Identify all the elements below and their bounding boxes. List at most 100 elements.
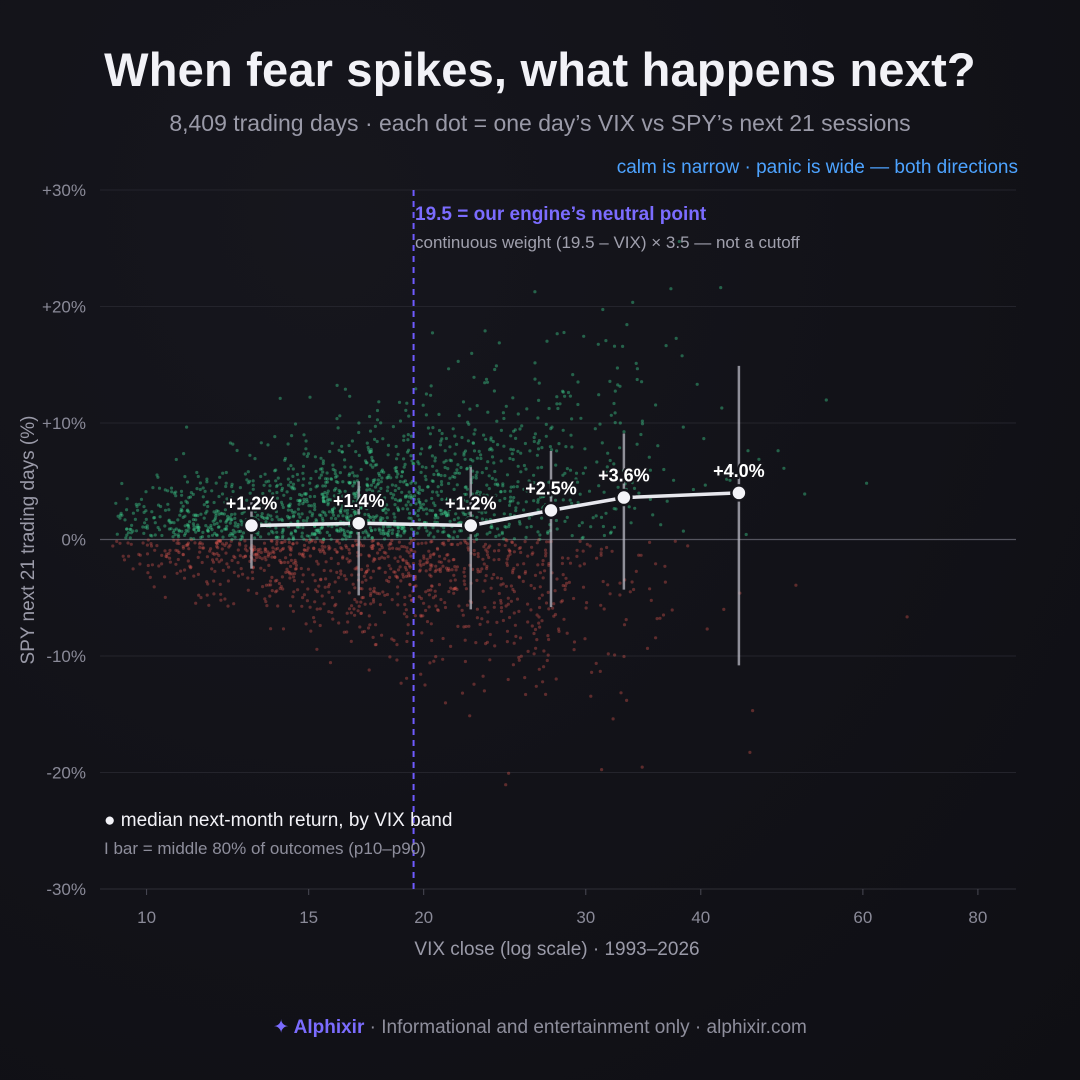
scatter-point <box>245 498 249 502</box>
scatter-point <box>446 568 450 572</box>
scatter-point <box>221 568 225 573</box>
scatter-point <box>570 445 574 449</box>
scatter-point <box>259 505 263 509</box>
scatter-point <box>353 567 357 571</box>
scatter-point <box>426 588 430 593</box>
scatter-point <box>129 531 133 535</box>
scatter-point <box>434 568 438 572</box>
scatter-point <box>360 630 365 634</box>
scatter-point <box>499 577 503 581</box>
scatter-point <box>536 498 540 502</box>
scatter-point <box>347 443 351 448</box>
scatter-point <box>532 439 536 444</box>
scatter-point <box>174 562 178 566</box>
scatter-point <box>512 590 517 594</box>
scatter-point <box>288 604 293 608</box>
scatter-point <box>302 543 307 548</box>
scatter-point <box>385 503 389 507</box>
scatter-point <box>409 481 413 485</box>
scatter-point <box>331 511 335 515</box>
scatter-point <box>448 445 452 449</box>
scatter-point <box>563 394 567 398</box>
scatter-point <box>262 541 267 545</box>
scatter-point <box>370 504 374 508</box>
scatter-point <box>494 493 498 497</box>
scatter-point <box>442 526 446 530</box>
scatter-point <box>575 554 579 559</box>
scatter-point <box>337 589 341 593</box>
scatter-point <box>280 536 285 540</box>
scatter-point <box>400 490 404 494</box>
scatter-point <box>343 489 347 493</box>
scatter-point <box>365 482 369 486</box>
scatter-point <box>496 483 500 487</box>
scatter-point <box>485 532 489 536</box>
scatter-point <box>493 482 497 486</box>
scatter-point <box>274 526 278 530</box>
scatter-point <box>501 484 505 488</box>
scatter-point <box>379 421 383 425</box>
scatter-point <box>125 533 129 537</box>
scatter-point <box>380 476 384 480</box>
scatter-point <box>430 479 434 483</box>
scatter-point <box>390 637 394 641</box>
scatter-point <box>632 486 637 490</box>
scatter-point <box>259 550 263 555</box>
scatter-point <box>301 483 305 487</box>
scatter-point <box>419 470 423 474</box>
scatter-point <box>452 487 456 491</box>
scatter-point <box>262 516 266 521</box>
scatter-point <box>287 503 291 507</box>
scatter-point <box>207 534 211 538</box>
scatter-point <box>182 533 187 538</box>
scatter-point <box>563 587 567 592</box>
scatter-point <box>252 496 256 500</box>
scatter-point <box>267 563 271 568</box>
scatter-point <box>243 472 247 476</box>
scatter-point <box>286 560 290 565</box>
scatter-point <box>219 598 223 602</box>
scatter-point <box>703 483 707 487</box>
scatter-point <box>502 444 506 448</box>
scatter-point <box>433 503 437 508</box>
scatter-point <box>523 570 528 574</box>
scatter-point <box>199 535 203 540</box>
scatter-point <box>275 535 279 539</box>
scatter-point <box>627 505 631 509</box>
scatter-point <box>179 507 183 511</box>
scatter-point <box>493 469 497 474</box>
scatter-point <box>354 450 358 454</box>
scatter-point <box>308 554 312 558</box>
scatter-point <box>215 509 219 513</box>
scatter-point <box>394 484 398 488</box>
scatter-point <box>126 531 130 535</box>
scatter-point <box>327 497 331 501</box>
scatter-point <box>414 481 418 485</box>
scatter-point <box>183 531 188 536</box>
scatter-point <box>452 591 456 595</box>
scatter-point <box>404 568 408 572</box>
scatter-point <box>368 487 372 492</box>
scatter-point <box>142 505 146 509</box>
scatter-point <box>181 546 185 550</box>
scatter-point <box>281 627 286 631</box>
scatter-point <box>189 566 193 570</box>
brand-link[interactable]: ✦ Alphixir <box>273 1017 365 1038</box>
scatter-point <box>476 567 480 572</box>
scatter-point <box>454 568 458 572</box>
scatter-point <box>464 485 468 489</box>
scatter-point <box>416 514 420 518</box>
scatter-point <box>215 521 219 526</box>
scatter-point <box>403 565 407 570</box>
scatter-point <box>393 497 397 502</box>
scatter-point <box>318 467 323 471</box>
scatter-point <box>449 459 453 463</box>
scatter-point <box>191 518 196 522</box>
scatter-point <box>444 459 448 463</box>
scatter-point <box>499 490 503 494</box>
scatter-point <box>526 554 530 558</box>
scatter-point <box>532 631 536 636</box>
scatter-point <box>555 527 559 531</box>
scatter-point <box>315 590 319 594</box>
scatter-point <box>585 542 589 546</box>
